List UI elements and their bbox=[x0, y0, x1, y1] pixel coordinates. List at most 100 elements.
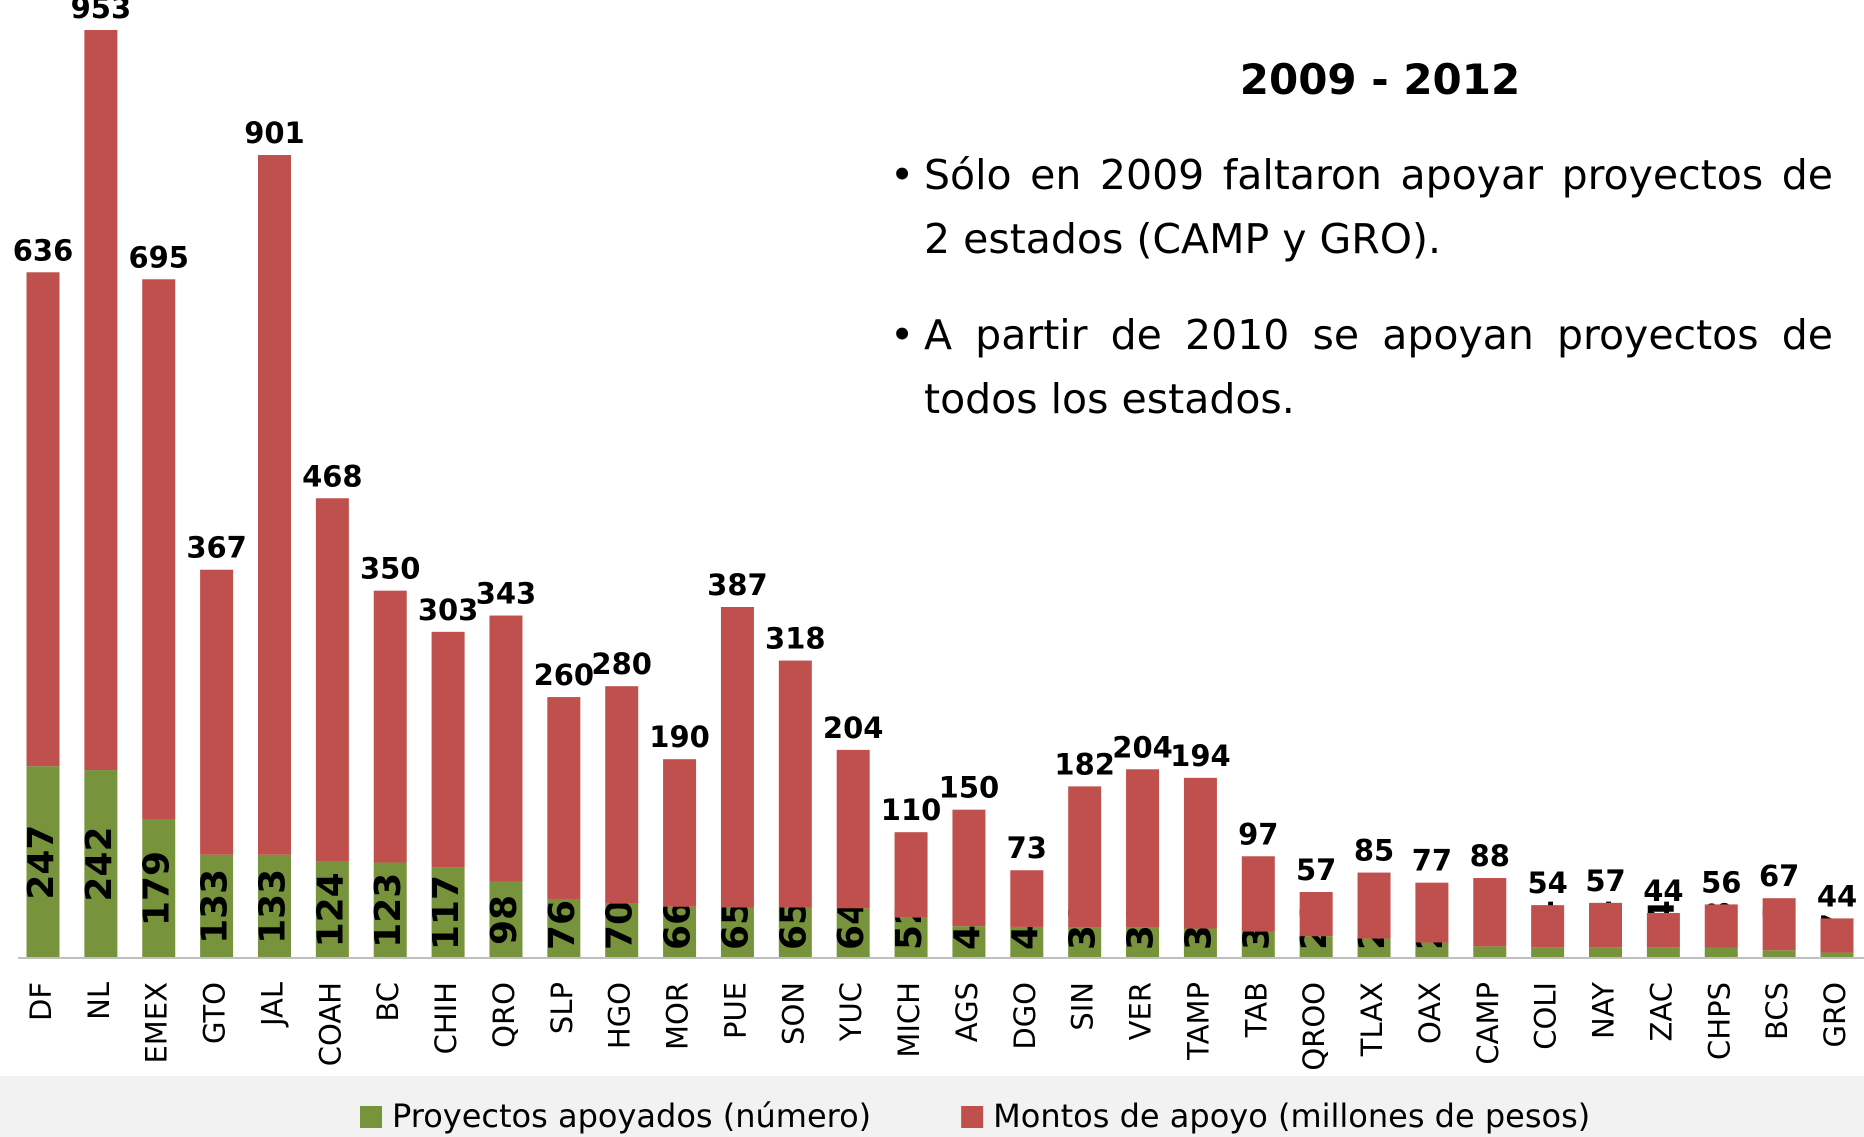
data-label: 204 bbox=[823, 711, 884, 745]
bar-segment bbox=[84, 770, 118, 958]
x-tick-label: JAL bbox=[255, 982, 289, 1028]
x-tick-label: NAY bbox=[1587, 982, 1621, 1039]
data-label: 124 bbox=[310, 872, 351, 947]
data-label: 65 bbox=[773, 900, 814, 950]
x-tick-label: NL bbox=[82, 982, 116, 1020]
x-tick-label: SON bbox=[776, 982, 810, 1045]
x-tick-label: COAH bbox=[313, 982, 347, 1066]
bar-segment bbox=[1473, 946, 1507, 958]
bar-segment bbox=[605, 686, 639, 904]
data-label: 318 bbox=[765, 622, 826, 656]
bar-segment bbox=[778, 660, 812, 908]
bar-segment bbox=[894, 917, 928, 958]
bar-segment bbox=[373, 590, 407, 863]
data-label: 953 bbox=[71, 0, 132, 25]
chart-title: 2009 - 2012 bbox=[1239, 55, 1521, 104]
bar-segment bbox=[836, 908, 870, 958]
bar-segment bbox=[1357, 938, 1391, 958]
x-tick-label: COLI bbox=[1529, 982, 1563, 1050]
legend-swatch bbox=[360, 1106, 382, 1128]
data-label: 343 bbox=[476, 577, 537, 611]
bar-segment bbox=[1183, 928, 1217, 958]
data-label: 242 bbox=[79, 826, 120, 901]
bar-segment bbox=[1473, 878, 1507, 947]
bar-segment bbox=[1357, 872, 1391, 939]
x-tick-label: ZAC bbox=[1644, 982, 1678, 1041]
bar-segment bbox=[1704, 947, 1738, 958]
data-label: 387 bbox=[707, 568, 768, 602]
data-label: 350 bbox=[360, 552, 421, 586]
x-tick-label: DF bbox=[24, 982, 58, 1021]
bar-segment bbox=[1704, 904, 1738, 948]
x-tick-label: SIN bbox=[1066, 982, 1100, 1031]
data-label: 260 bbox=[534, 658, 595, 692]
bar-segment bbox=[1762, 950, 1796, 958]
x-tick-label: VER bbox=[1124, 982, 1158, 1040]
data-label: 97 bbox=[1238, 817, 1278, 851]
bar-segment bbox=[1589, 947, 1623, 958]
bar-segment bbox=[1068, 927, 1102, 958]
data-label: 179 bbox=[137, 851, 178, 926]
data-label: 110 bbox=[881, 793, 942, 827]
bar-segment bbox=[1589, 902, 1623, 948]
x-tick-label: EMEX bbox=[140, 982, 174, 1064]
bar-segment bbox=[1126, 927, 1160, 958]
bar-segment bbox=[605, 903, 639, 958]
data-label: 194 bbox=[1170, 739, 1231, 773]
bar-segment bbox=[26, 766, 60, 958]
data-label: 117 bbox=[426, 875, 467, 950]
bar-segment bbox=[952, 809, 986, 927]
x-tick-label: CAMP bbox=[1471, 982, 1505, 1065]
x-tick-label: TAMP bbox=[1181, 982, 1215, 1061]
bar-segment bbox=[1299, 936, 1333, 958]
bar-segment bbox=[489, 881, 523, 958]
x-tick-label: QROO bbox=[1297, 982, 1331, 1071]
data-label: 133 bbox=[252, 869, 293, 944]
data-label: 57 bbox=[1585, 864, 1625, 898]
x-tick-label: QRO bbox=[487, 982, 521, 1048]
annotation: A partir de 2010 se apoyan proyectos de … bbox=[890, 303, 1833, 431]
bar-segment bbox=[142, 818, 176, 958]
bar-segment bbox=[1068, 786, 1102, 928]
bar-segment bbox=[1820, 952, 1854, 958]
bar-segment bbox=[489, 615, 523, 882]
data-label: 150 bbox=[939, 771, 1000, 805]
bar-segment bbox=[200, 854, 234, 958]
data-label: 204 bbox=[1112, 730, 1173, 764]
data-label: 367 bbox=[186, 531, 247, 565]
bar-segment bbox=[1299, 891, 1333, 937]
data-label: 182 bbox=[1054, 747, 1115, 781]
bar-segment bbox=[1010, 870, 1044, 927]
bar-segment bbox=[1241, 856, 1275, 932]
x-tick-label: TAB bbox=[1239, 982, 1273, 1038]
bar-segment bbox=[431, 631, 465, 868]
data-label: 57 bbox=[1296, 853, 1336, 887]
data-label: 695 bbox=[128, 240, 189, 274]
data-label: 468 bbox=[302, 459, 363, 493]
bar-segment bbox=[1820, 918, 1854, 953]
data-label: 70 bbox=[600, 900, 641, 950]
bar-segment bbox=[778, 907, 812, 958]
bar-segment bbox=[1126, 769, 1160, 928]
bar-segment bbox=[547, 697, 581, 899]
legend-label: Proyectos apoyados (número) bbox=[392, 1097, 871, 1135]
bar-segment bbox=[1531, 947, 1565, 958]
x-tick-label: AGS bbox=[950, 982, 984, 1042]
data-label: 636 bbox=[13, 233, 74, 267]
x-tick-label: GTO bbox=[198, 982, 232, 1044]
bar-segment bbox=[720, 907, 754, 958]
bar-segment bbox=[257, 854, 291, 958]
bar-segment bbox=[431, 867, 465, 958]
x-tick-label: HGO bbox=[603, 982, 637, 1049]
x-tick-label: BC bbox=[371, 982, 405, 1022]
bar-segment bbox=[142, 279, 176, 819]
data-label: 88 bbox=[1470, 839, 1510, 873]
x-tick-label: PUE bbox=[718, 982, 752, 1039]
bar-segment bbox=[1531, 905, 1565, 948]
x-tick-label: MICH bbox=[892, 982, 926, 1058]
x-tick-label: TLAX bbox=[1355, 982, 1389, 1057]
data-label: 65 bbox=[715, 900, 756, 950]
data-label: 73 bbox=[1007, 831, 1047, 865]
bar-segment bbox=[1762, 898, 1796, 951]
bar-segment bbox=[1010, 926, 1044, 958]
